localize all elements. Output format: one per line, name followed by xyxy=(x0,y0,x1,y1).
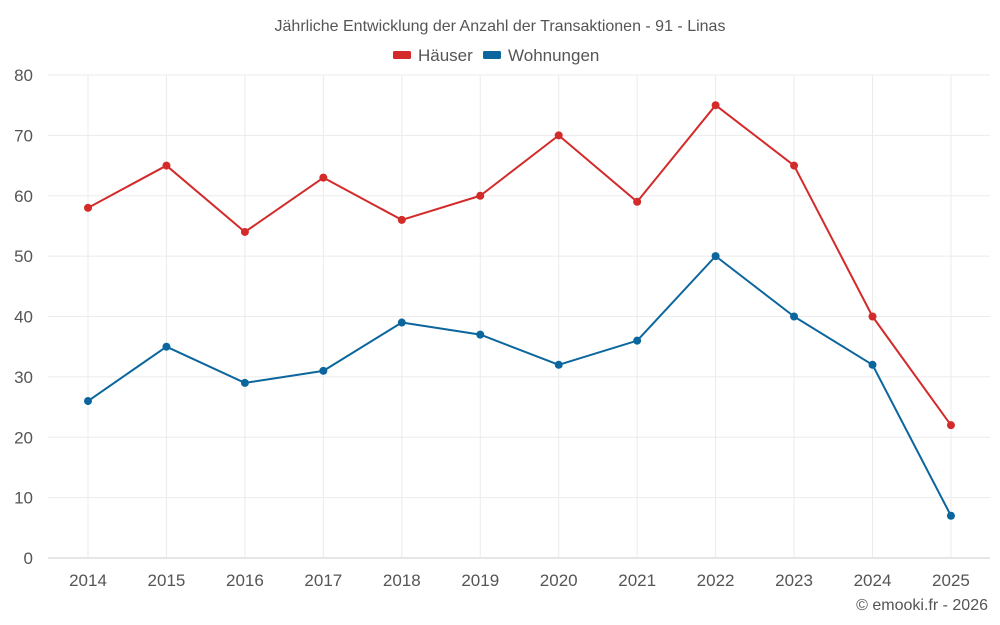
chart-title: Jährliche Entwicklung der Anzahl der Tra… xyxy=(275,18,726,35)
series-group xyxy=(84,101,955,520)
series-line-1 xyxy=(87,255,952,517)
legend-label-0[interactable]: Häuser xyxy=(418,46,473,65)
data-point-0-7 xyxy=(633,197,642,206)
axes: 0 10 20 30 40 50 60 70 80 2014 2015 2016 2017 2018 201… xyxy=(14,66,970,590)
data-point-0-10 xyxy=(868,312,877,321)
y-tick-label: 80 xyxy=(14,66,33,85)
x-tick-label: 2017 xyxy=(304,571,342,590)
x-tick-label: 2022 xyxy=(697,571,735,590)
y-tick-label: 40 xyxy=(14,308,33,327)
data-point-1-9 xyxy=(790,312,799,321)
y-tick-label: 10 xyxy=(14,489,33,508)
x-tick-label: 2024 xyxy=(854,571,892,590)
x-tick-label: 2014 xyxy=(69,571,107,590)
x-tick-label: 2020 xyxy=(540,571,578,590)
credit-text: © emooki.fr - 2026 xyxy=(856,597,988,614)
legend-label-1[interactable]: Wohnungen xyxy=(508,46,599,65)
data-point-1-7 xyxy=(633,336,642,345)
series-line-0 xyxy=(87,104,952,426)
data-point-0-1 xyxy=(162,161,171,170)
data-point-1-6 xyxy=(554,360,563,369)
x-tick-label: 2015 xyxy=(148,571,186,590)
y-tick-label: 60 xyxy=(14,187,33,206)
data-point-1-3 xyxy=(319,366,328,375)
y-tick-label: 0 xyxy=(24,549,33,568)
data-point-1-4 xyxy=(397,318,406,327)
data-point-1-1 xyxy=(162,342,171,351)
data-point-0-5 xyxy=(476,191,485,200)
data-point-1-11 xyxy=(946,511,955,520)
legend[interactable]: Häuser Wohnungen xyxy=(393,46,599,65)
x-tick-label: 2018 xyxy=(383,571,421,590)
x-tick-label: 2019 xyxy=(461,571,499,590)
legend-swatch-1[interactable] xyxy=(483,51,501,59)
data-point-0-11 xyxy=(946,421,955,430)
data-point-0-8 xyxy=(711,101,720,110)
data-point-0-0 xyxy=(84,203,92,212)
x-tick-label: 2016 xyxy=(226,571,264,590)
y-tick-label: 20 xyxy=(14,428,33,447)
data-point-0-4 xyxy=(397,215,406,224)
y-tick-label: 70 xyxy=(14,126,33,145)
y-tick-label: 50 xyxy=(14,247,33,266)
legend-swatch-0[interactable] xyxy=(393,51,411,59)
x-tick-label: 2023 xyxy=(775,571,813,590)
grid xyxy=(48,74,990,559)
x-tick-label: 2025 xyxy=(932,571,970,590)
x-tick-label: 2021 xyxy=(618,571,656,590)
data-point-0-2 xyxy=(240,227,249,236)
data-point-0-3 xyxy=(319,173,328,182)
data-point-1-2 xyxy=(240,378,249,387)
data-point-0-6 xyxy=(554,131,563,140)
data-point-1-10 xyxy=(868,360,877,369)
y-tick-label: 30 xyxy=(14,368,33,387)
data-point-1-8 xyxy=(711,252,720,261)
data-point-0-9 xyxy=(790,161,799,170)
data-point-1-5 xyxy=(476,330,485,339)
data-point-1-0 xyxy=(84,397,92,406)
